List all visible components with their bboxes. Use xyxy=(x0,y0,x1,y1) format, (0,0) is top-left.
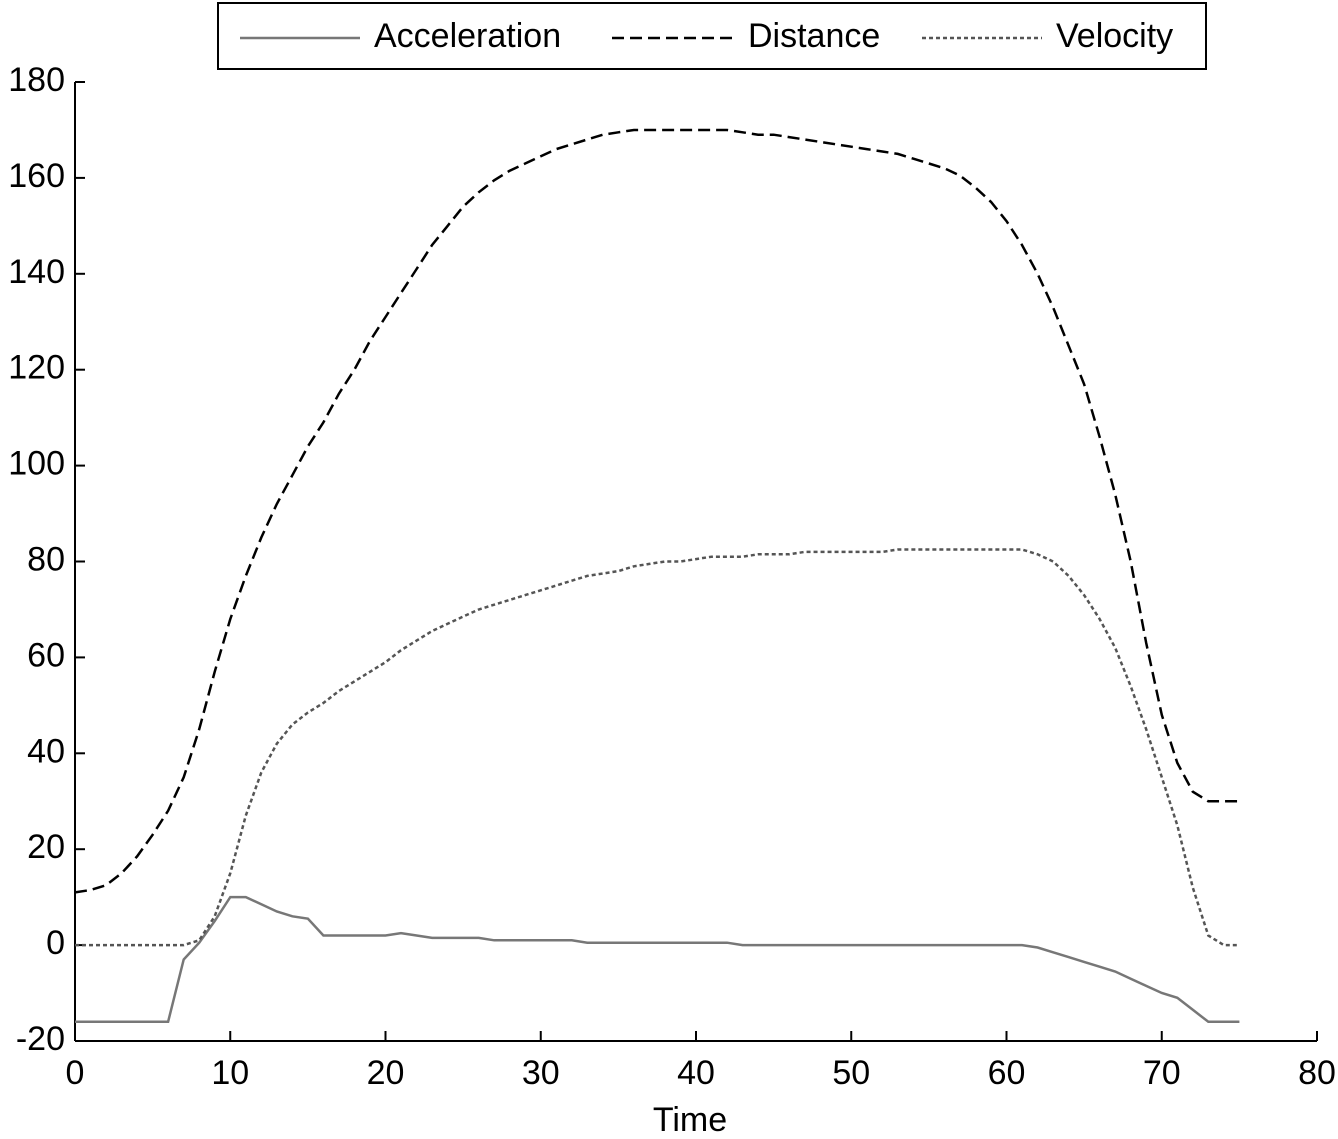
y-tick-label: 60 xyxy=(27,636,65,674)
x-tick-label: 30 xyxy=(522,1054,560,1092)
y-tick-label: -20 xyxy=(16,1020,65,1058)
series-line xyxy=(75,548,1240,947)
x-tick-label: 60 xyxy=(988,1054,1026,1092)
series-line xyxy=(75,895,1240,1024)
y-tick-label: 180 xyxy=(8,61,65,99)
x-tick-label: 20 xyxy=(367,1054,405,1092)
legend-label: Velocity xyxy=(1056,17,1173,55)
y-tick-label: 0 xyxy=(46,924,65,962)
legend-label: Acceleration xyxy=(374,17,561,55)
y-tick-label: 100 xyxy=(8,445,65,483)
x-tick-label: 80 xyxy=(1298,1054,1336,1092)
x-tick-label: 40 xyxy=(677,1054,715,1092)
y-tick-label: 80 xyxy=(27,540,65,578)
y-tick-label: 20 xyxy=(27,828,65,866)
x-tick-label: 10 xyxy=(211,1054,249,1092)
x-axis-label: Time xyxy=(653,1101,727,1139)
y-tick-label: 160 xyxy=(8,157,65,195)
x-tick-label: 50 xyxy=(832,1054,870,1092)
x-tick-label: 70 xyxy=(1143,1054,1181,1092)
legend-label: Distance xyxy=(748,17,880,55)
y-tick-label: 40 xyxy=(27,732,65,770)
y-tick-label: 120 xyxy=(8,349,65,387)
series-line xyxy=(74,128,1240,894)
y-tick-label: 140 xyxy=(8,253,65,291)
x-tick-label: 0 xyxy=(66,1054,85,1092)
legend-box xyxy=(217,2,1207,70)
